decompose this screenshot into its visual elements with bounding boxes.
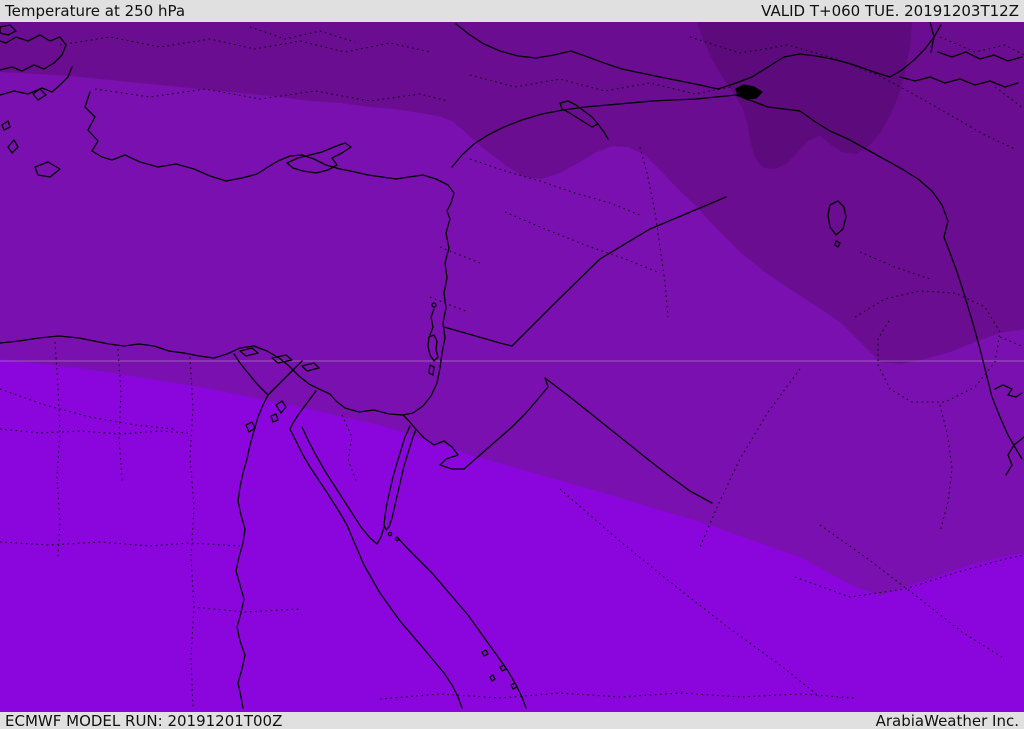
red-sea-island [499, 664, 507, 672]
lake-assad [559, 100, 599, 128]
gulf-of-aqaba-west-coast [383, 425, 411, 526]
bottom-bar: ECMWF MODEL RUN: 20191201T00Z ArabiaWeat… [0, 712, 1024, 729]
sinai-west-coast [301, 426, 385, 545]
zagros-border [1005, 436, 1024, 476]
top-bar: Temperature at 250 hPa VALID T+060 TUE. … [0, 0, 1024, 22]
credit-label: ArabiaWeather Inc. [875, 711, 1019, 729]
aegean-island [1, 120, 11, 131]
shatt-al-arab [994, 384, 1023, 398]
cyprus-island [286, 142, 352, 174]
bitter-lake [270, 413, 279, 423]
rhodes-island [34, 161, 61, 178]
band-warmest-area [0, 359, 1024, 712]
iraq-saudi-border [544, 377, 713, 504]
syria-iraq-border [511, 196, 727, 347]
jordan-saudi-border [413, 377, 549, 470]
jordan-river [429, 308, 435, 336]
tiran-island [387, 531, 393, 537]
nile-delta-branch [233, 353, 269, 396]
regional-dotted-borders [0, 26, 1024, 709]
temperature-bands [0, 22, 1024, 712]
marmara-coast-south [0, 66, 73, 96]
delta-lagoon [239, 347, 259, 357]
caucasus-border [929, 22, 935, 53]
israel-egypt-border [402, 414, 415, 428]
coastlines-and-borders [0, 22, 1024, 709]
lake-urmia-south-pond [834, 240, 841, 248]
red-sea-island [489, 674, 496, 682]
bitter-lake [275, 400, 287, 414]
aegean-island [7, 139, 19, 154]
lake-van [735, 84, 763, 100]
map-title: Temperature at 250 hPa [5, 2, 186, 20]
dead-sea-south-pond [428, 364, 435, 376]
band-coolest-area [697, 22, 912, 169]
mediterranean-coastline [0, 91, 455, 416]
lake-urmia [827, 200, 847, 236]
red-sea-island [510, 682, 518, 690]
syria-jordan-border [443, 326, 513, 347]
aegean-island [32, 88, 47, 101]
delta-lagoon [301, 362, 320, 372]
suez-canal [289, 390, 317, 430]
red-sea-west-coast [289, 428, 463, 709]
weather-map [0, 22, 1024, 712]
sea-of-galilee [431, 302, 437, 308]
caucasus-border [937, 51, 1023, 62]
gulf-of-aqaba-east-coast [383, 428, 417, 531]
red-sea-island [481, 649, 489, 657]
aegean-island [0, 24, 17, 36]
nile-delta-branch [267, 360, 303, 396]
faiyum-lake [245, 421, 256, 433]
model-run-label: ECMWF MODEL RUN: 20191201T00Z [5, 711, 283, 729]
nile-river [235, 394, 269, 709]
caucasus-border [899, 76, 1019, 88]
valid-time-label: VALID T+060 TUE. 20191203T12Z [761, 2, 1019, 20]
euphrates-river [597, 123, 609, 140]
delta-lagoon [271, 354, 293, 364]
marmara-coast [0, 34, 67, 72]
black-sea-coastline [455, 23, 942, 90]
dead-sea [427, 334, 439, 362]
temperature-map-canvas [0, 22, 1024, 712]
